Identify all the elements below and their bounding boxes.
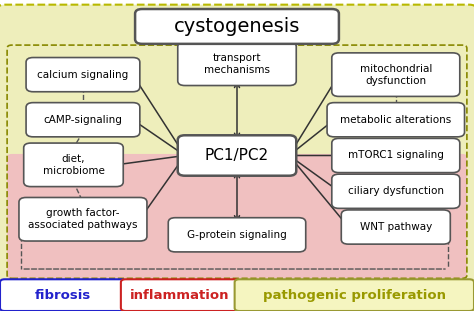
Text: diet,
microbiome: diet, microbiome [43,154,104,176]
Text: pathogenic proliferation: pathogenic proliferation [263,289,446,302]
Text: growth factor-
associated pathways: growth factor- associated pathways [28,208,138,230]
FancyBboxPatch shape [135,9,339,44]
Text: WNT pathway: WNT pathway [360,222,432,232]
FancyBboxPatch shape [178,135,296,176]
FancyBboxPatch shape [332,138,460,173]
Text: G-protein signaling: G-protein signaling [187,230,287,240]
FancyBboxPatch shape [235,279,474,311]
FancyBboxPatch shape [7,154,467,278]
FancyBboxPatch shape [0,5,474,288]
FancyBboxPatch shape [26,58,140,92]
Text: ciliary dysfunction: ciliary dysfunction [348,186,444,196]
FancyBboxPatch shape [332,174,460,208]
Text: metabolic alterations: metabolic alterations [340,115,451,125]
FancyBboxPatch shape [168,218,306,252]
FancyBboxPatch shape [0,279,126,311]
FancyBboxPatch shape [19,197,147,241]
Text: calcium signaling: calcium signaling [37,70,128,80]
Text: cystogenesis: cystogenesis [174,17,300,36]
Text: fibrosis: fibrosis [35,289,91,302]
FancyBboxPatch shape [26,103,140,137]
FancyBboxPatch shape [178,42,296,86]
Text: mTORC1 signaling: mTORC1 signaling [348,151,444,160]
Text: transport
mechanisms: transport mechanisms [204,53,270,75]
Text: cAMP-signaling: cAMP-signaling [44,115,122,125]
FancyBboxPatch shape [341,210,450,244]
FancyBboxPatch shape [327,103,465,137]
Text: mitochondrial
dysfunction: mitochondrial dysfunction [360,64,432,86]
FancyBboxPatch shape [332,53,460,96]
FancyBboxPatch shape [121,279,239,311]
FancyBboxPatch shape [24,143,123,187]
Text: inflammation: inflammation [130,289,230,302]
Text: PC1/PC2: PC1/PC2 [205,148,269,163]
